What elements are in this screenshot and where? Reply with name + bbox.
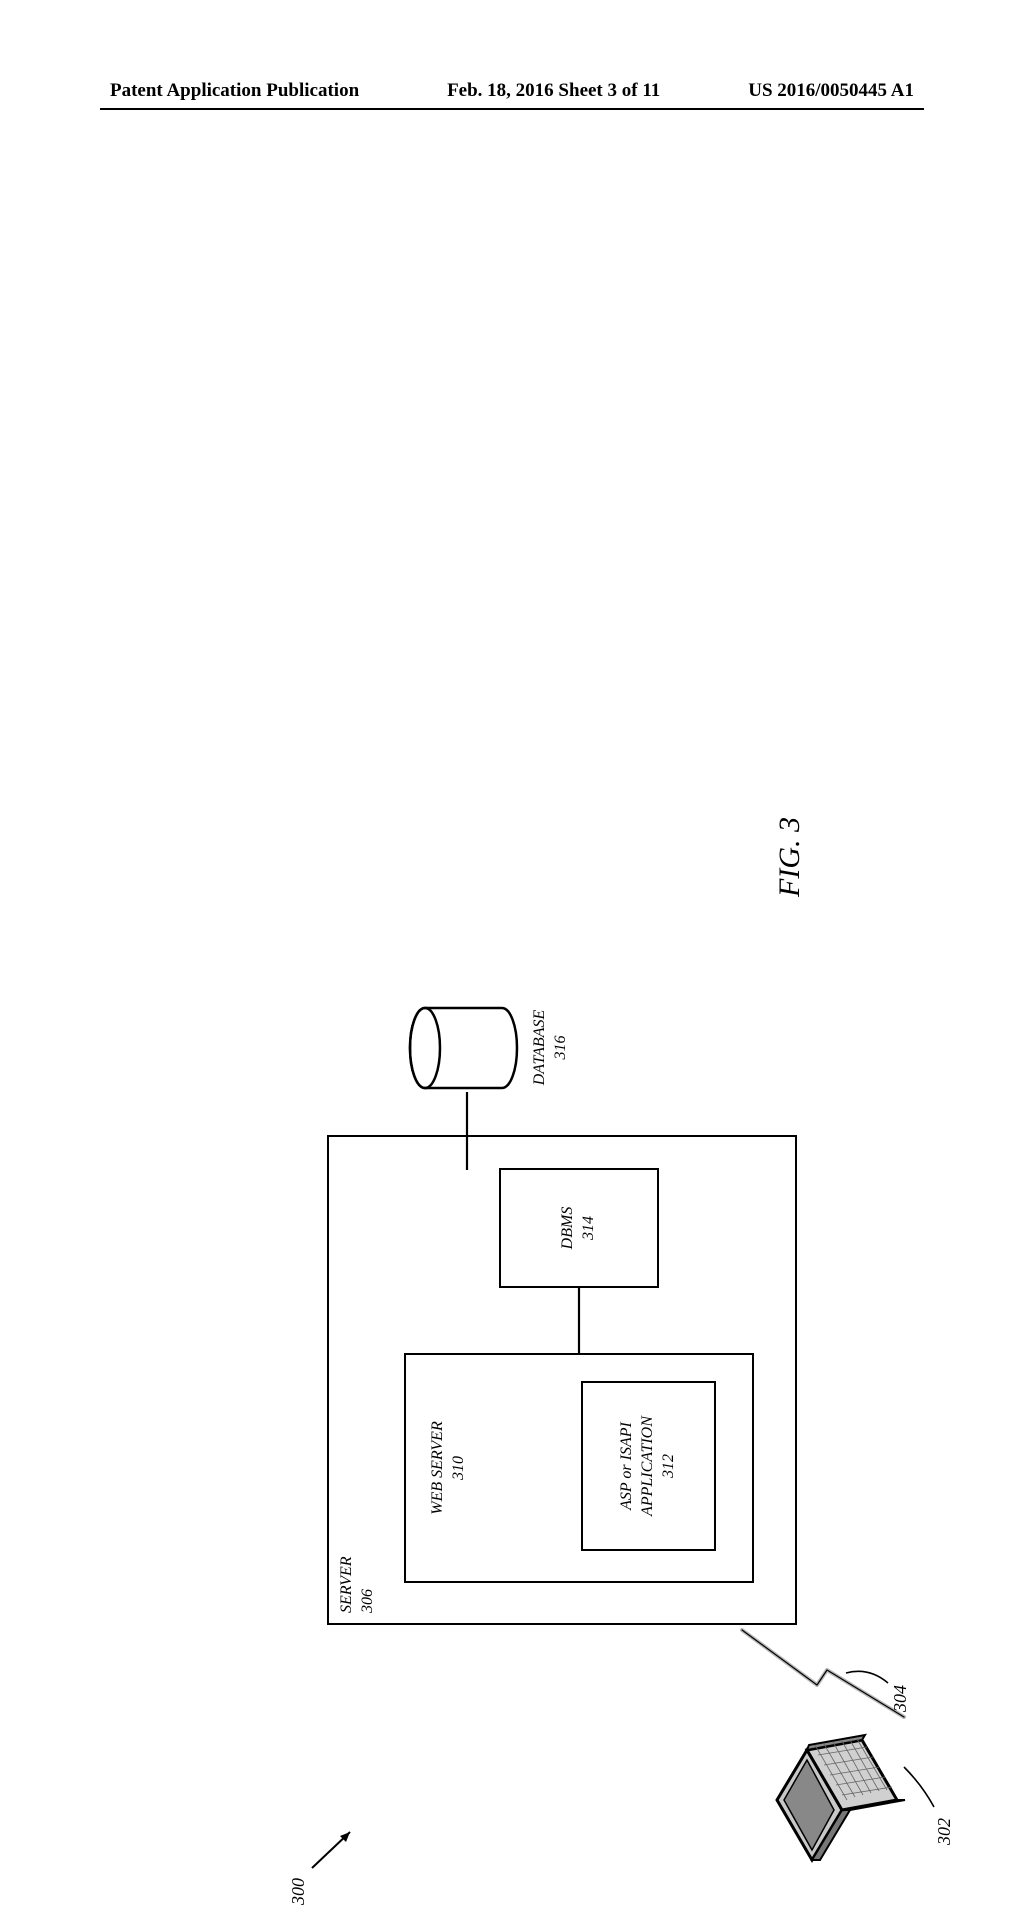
system-diagram: 300 — [0, 200, 1024, 1200]
dbms-314: 314 — [580, 1216, 597, 1240]
ref-304-leader — [844, 1630, 894, 1685]
ref-304: 304 — [890, 1685, 911, 1712]
client-laptop-icon — [742, 1720, 912, 1890]
server-box: SERVER 306 WEB SERVER 310 ASP or ISAPIAP… — [327, 1135, 797, 1625]
ref-302-leader — [902, 1745, 942, 1815]
database-316: 316 — [552, 1036, 569, 1060]
webserver-box: WEB SERVER 310 ASP or ISAPIAPPLICATION 3… — [404, 1353, 754, 1583]
application-box: ASP or ISAPIAPPLICATION 312 — [581, 1381, 716, 1551]
application-312: 312 — [660, 1454, 677, 1478]
dbms-db-connector — [465, 1092, 469, 1170]
header-left: Patent Application Publication — [110, 80, 359, 102]
header-right: US 2016/0050445 A1 — [748, 80, 914, 102]
database-label: DATABASE — [531, 1010, 548, 1086]
ref-300: 300 — [288, 1878, 309, 1905]
header-center: Feb. 18, 2016 Sheet 3 of 11 — [447, 80, 660, 102]
header-divider — [100, 108, 924, 110]
dbms-box: DBMS 314 — [499, 1168, 659, 1288]
figure-label: FIG. 3 — [773, 817, 807, 897]
server-306: 306 — [359, 1589, 376, 1613]
ref-302: 302 — [934, 1818, 955, 1845]
ref-300-arrow — [302, 1820, 362, 1880]
server-label: SERVER — [338, 1556, 355, 1613]
dbms-label: DBMS — [559, 1207, 576, 1250]
app-dbms-connector — [577, 1288, 581, 1353]
webserver-310: 310 — [450, 1456, 467, 1480]
webserver-label: WEB SERVER — [429, 1421, 446, 1514]
database-icon — [407, 1000, 527, 1095]
application-label: ASP or ISAPIAPPLICATION — [618, 1416, 656, 1516]
